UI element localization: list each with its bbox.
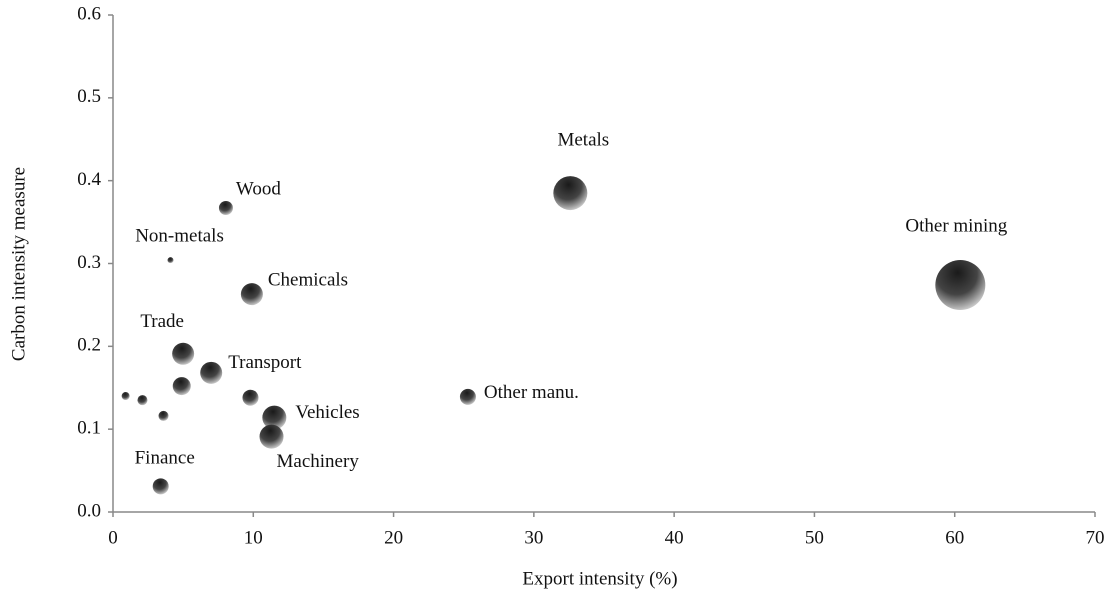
bubble [259,424,284,449]
x-tick-label: 70 [1086,527,1105,548]
bubble-label: Finance [135,448,195,469]
bubble-label: Metals [557,129,609,150]
bubble [172,342,195,365]
x-tick-label: 0 [108,527,118,548]
bubble-label: Chemicals [268,270,348,291]
x-tick-label: 60 [945,527,964,548]
bubble [218,201,233,216]
bubble [152,478,169,495]
bubble [172,377,191,396]
x-tick-label: 40 [665,527,684,548]
x-tick-label: 30 [524,527,543,548]
y-tick-label: 0.3 [77,252,101,273]
y-axis-label: Carbon intensity measure [8,167,29,361]
y-tick-label: 0.2 [77,335,101,356]
bubble-label: Machinery [277,451,360,472]
x-axis-label: Export intensity (%) [522,568,677,589]
bubble-label: Other manu. [484,382,579,403]
bubble [167,257,174,264]
x-tick-label: 20 [384,527,403,548]
x-tick-label: 10 [244,527,263,548]
y-tick-label: 0.1 [77,418,101,439]
x-tick-label: 50 [805,527,824,548]
y-tick-label: 0.0 [77,500,101,521]
bubble [158,410,169,421]
y-tick-label: 0.4 [77,169,101,190]
bubble-label: Other mining [905,215,1007,236]
bubble-label: Wood [236,178,281,199]
bubble [137,395,148,406]
y-tick-label: 0.6 [77,3,101,24]
bubble-label: Trade [140,311,184,332]
bubble [200,361,223,384]
bubble [935,260,986,311]
bubble [121,392,130,401]
bubble-label: Transport [228,352,302,373]
bubble [553,176,588,211]
bubble-label: Vehicles [295,402,359,423]
bubble [459,388,476,405]
y-tick-label: 0.5 [77,86,101,107]
bubble [242,389,259,406]
bubble-label: Non-metals [135,226,224,247]
bubble [262,405,287,430]
bubble [240,283,263,306]
